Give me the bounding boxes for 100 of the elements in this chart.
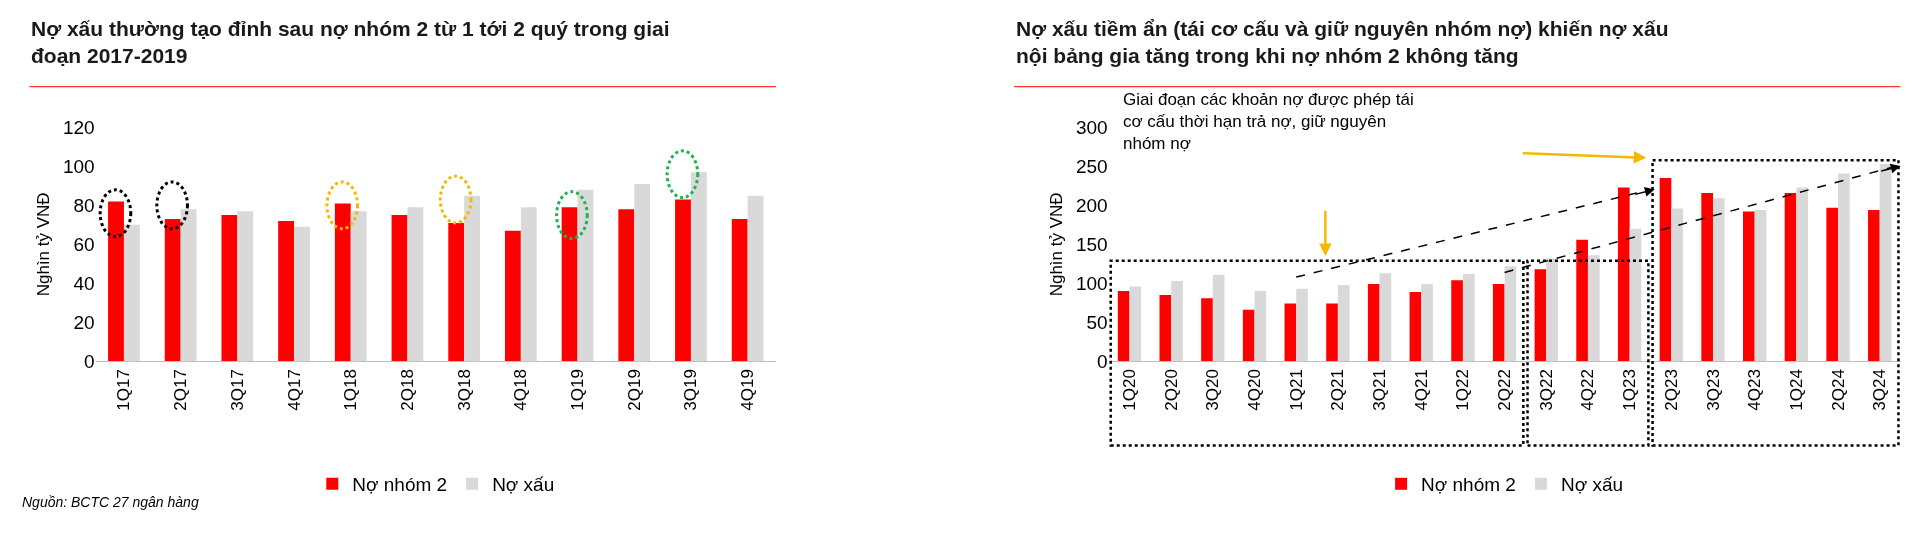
x-tick-label: 1Q24 — [1786, 369, 1806, 411]
y-axis-title: Nghìn tỷ VNĐ — [1047, 192, 1067, 297]
bar — [1838, 173, 1850, 362]
bar — [1796, 187, 1809, 362]
x-tick-label: 4Q20 — [1245, 369, 1265, 411]
bar — [123, 224, 140, 362]
bar — [1617, 187, 1630, 362]
legend-label: Nợ xấu — [1560, 474, 1624, 496]
bar — [1546, 258, 1558, 362]
bar — [1712, 198, 1725, 362]
bar — [504, 230, 521, 362]
bar — [108, 201, 124, 362]
bar — [237, 211, 254, 362]
bar — [350, 211, 367, 362]
y-tick-label: 80 — [73, 195, 95, 217]
bar — [1587, 255, 1600, 362]
bar — [1337, 284, 1350, 362]
bar — [221, 215, 238, 362]
annotation: Giai đoạn các khoản nợ được phép tái cơ cấu thời hạn trả nợ, giữ nguyên nhóm nợ — [1123, 90, 1414, 154]
bar — [1284, 303, 1297, 362]
x-tick-label: 4Q21 — [1411, 369, 1431, 411]
x-tick-label: 3Q18 — [454, 369, 474, 411]
y-tick-label: 120 — [62, 117, 95, 139]
bar — [1462, 273, 1475, 362]
x-tick-label: 4Q18 — [511, 369, 531, 411]
y-tick-label: 300 — [1075, 117, 1108, 139]
bar — [1534, 269, 1547, 362]
legend-label: Nợ nhóm 2 — [352, 474, 448, 496]
x-tick-label: 1Q23 — [1620, 369, 1640, 411]
bar — [1379, 273, 1392, 362]
y-tick-label: 0 — [1097, 350, 1108, 372]
bar — [1296, 288, 1308, 362]
y-tick-label: 150 — [1075, 234, 1108, 255]
y-tick-label: 250 — [1075, 156, 1108, 178]
x-tick-label: 2Q17 — [171, 369, 191, 411]
bar — [407, 207, 424, 362]
bar — [1171, 280, 1183, 362]
x-tick-label: 2Q18 — [397, 369, 417, 411]
x-tick-label: 4Q19 — [738, 369, 758, 411]
x-tick-label: 3Q23 — [1703, 369, 1723, 411]
bar — [747, 195, 764, 362]
bar — [1868, 210, 1880, 362]
legend-label: Nợ xấu — [492, 474, 555, 496]
bar — [1421, 284, 1433, 362]
bar — [334, 203, 351, 362]
y-tick-label: 50 — [1086, 311, 1108, 333]
bar — [690, 172, 707, 362]
bar — [294, 226, 310, 362]
bar — [1659, 178, 1672, 362]
bar — [561, 207, 578, 362]
x-tick-label: 2Q20 — [1161, 369, 1181, 411]
x-tick-label: 2Q23 — [1661, 369, 1681, 411]
x-tick-label: 2Q21 — [1328, 369, 1348, 411]
y-tick-label: 40 — [73, 272, 95, 294]
bar — [1409, 291, 1422, 362]
x-tick-label: 2Q19 — [624, 369, 644, 411]
x-tick-label: 4Q17 — [284, 369, 304, 411]
bar — [1576, 239, 1588, 362]
x-tick-label: 3Q21 — [1370, 369, 1390, 411]
x-tick-label: 3Q24 — [1870, 369, 1890, 411]
x-tick-label: 1Q19 — [568, 369, 588, 411]
bar — [1117, 291, 1130, 362]
y-axis-title: Nghìn tỷ VNĐ — [34, 192, 54, 297]
bar — [731, 219, 748, 362]
bar — [520, 207, 537, 362]
bar — [1743, 211, 1755, 362]
x-tick-label: 3Q19 — [681, 369, 701, 411]
bar — [634, 183, 651, 362]
bar — [1326, 303, 1338, 362]
bar — [618, 209, 635, 362]
bar — [1504, 266, 1517, 362]
bar — [1754, 210, 1767, 362]
chart-title: Nợ xấu thường tạo đỉnh sau nợ nhóm 2 từ 1 tới 2 quý trong giai đoạn 2017-2019 — [31, 17, 670, 68]
x-tick-label: 4Q22 — [1578, 369, 1598, 411]
bar — [1629, 228, 1642, 362]
bar — [448, 222, 465, 362]
bar — [1784, 192, 1797, 362]
bar — [1201, 298, 1213, 362]
bar — [1159, 295, 1172, 362]
x-tick-label: 3Q17 — [227, 369, 247, 411]
bar — [1242, 309, 1255, 362]
y-tick-label: 20 — [73, 311, 95, 333]
bar — [391, 215, 408, 362]
y-tick-label: 100 — [1075, 272, 1108, 294]
bar — [464, 195, 481, 362]
bar — [1492, 284, 1505, 362]
bar — [1254, 291, 1267, 362]
x-tick-label: 2Q24 — [1828, 369, 1848, 411]
x-tick-label: 1Q18 — [341, 369, 361, 411]
bar — [675, 199, 691, 362]
bar — [1701, 192, 1713, 362]
x-tick-label: 2Q22 — [1495, 369, 1515, 411]
bar — [1367, 284, 1380, 362]
bar — [577, 189, 594, 362]
x-tick-label: 4Q23 — [1745, 369, 1765, 411]
bar — [1129, 286, 1142, 362]
x-tick-label: 1Q22 — [1453, 369, 1473, 411]
x-tick-label: 1Q17 — [114, 369, 134, 411]
x-tick-label: 3Q20 — [1203, 369, 1223, 411]
bar — [278, 220, 295, 362]
